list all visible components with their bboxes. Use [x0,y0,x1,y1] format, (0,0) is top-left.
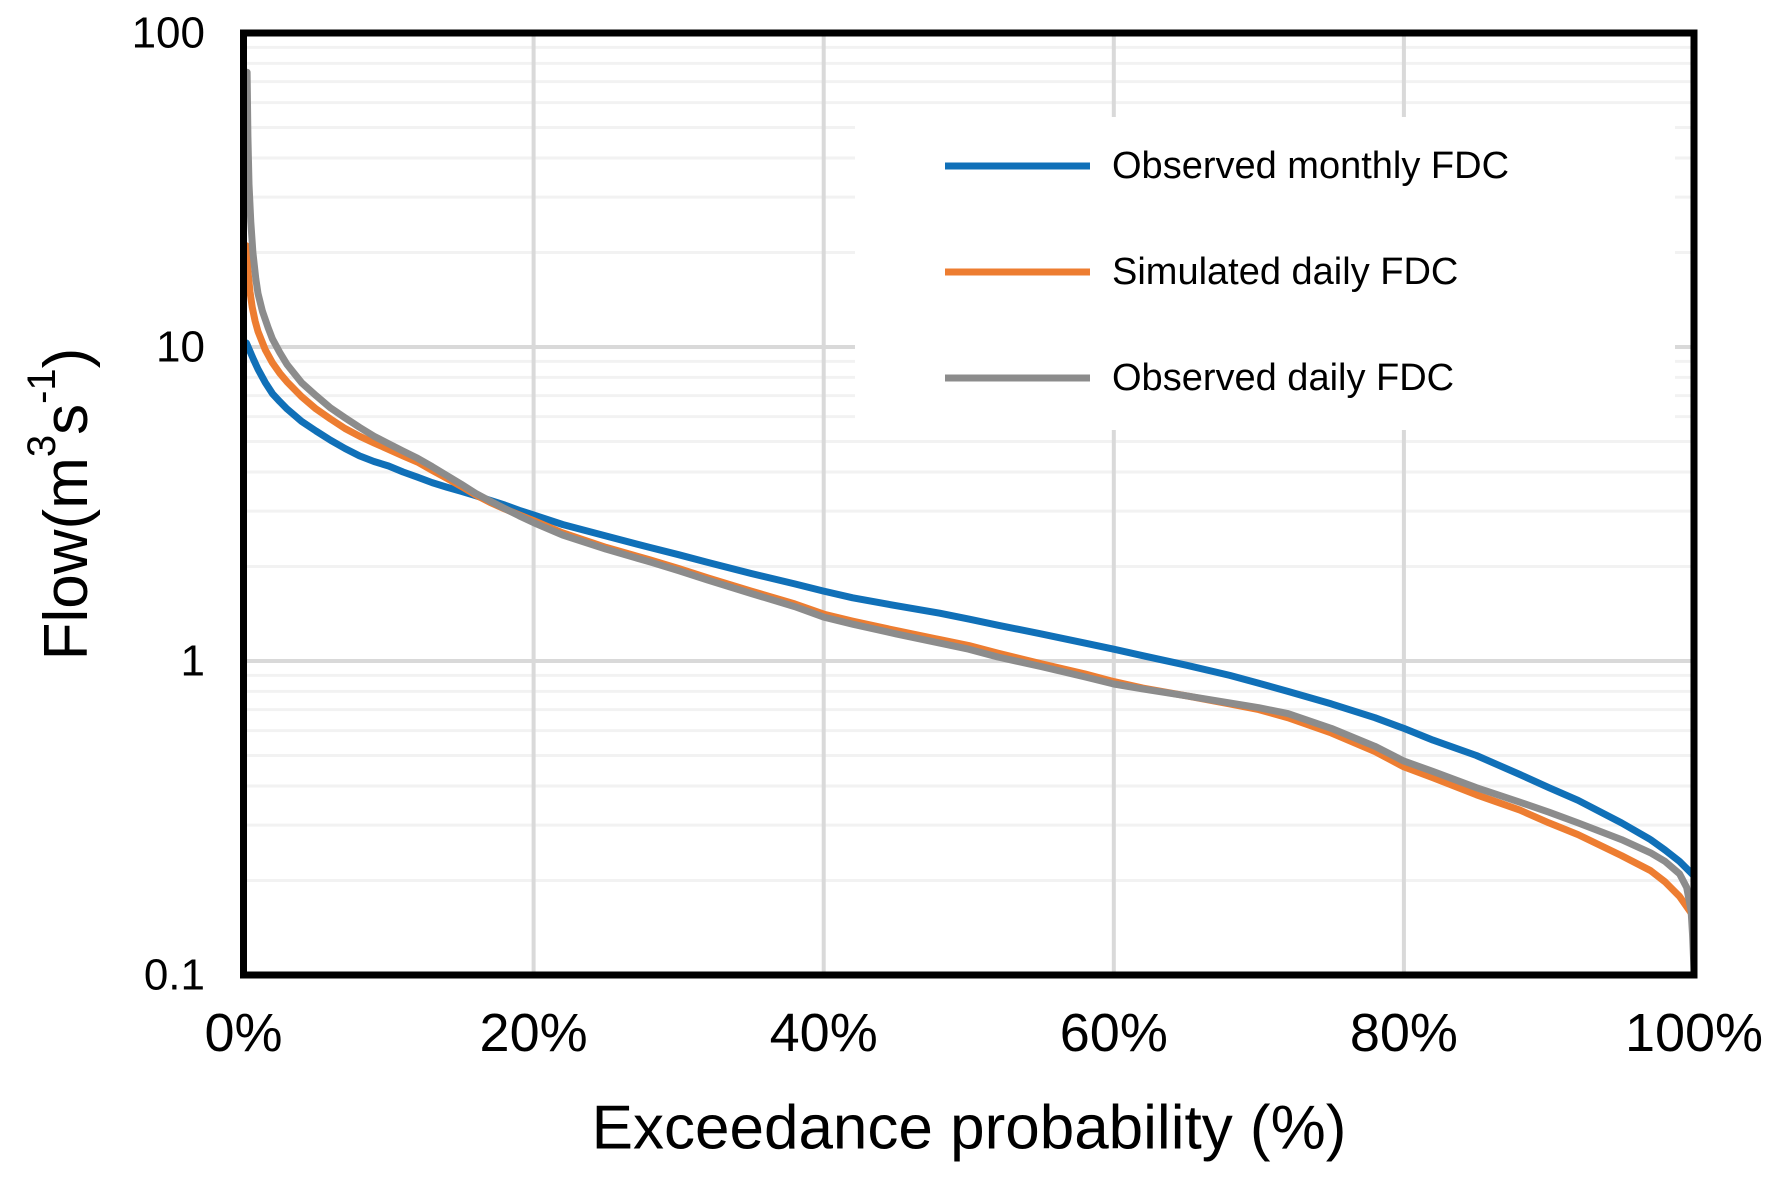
legend-label-simulated-daily-fdc: Simulated daily FDC [1112,251,1458,293]
y-axis-tick-labels: 100 10 1 0.1 [132,9,205,1000]
y-axis-title: Flow(m3s-1) [20,348,101,661]
y-tick-label: 1 [181,637,205,686]
y-tick-label: 0.1 [144,951,205,1000]
y-axis-title-text: Flow(m [32,457,101,660]
x-tick-label: 80% [1350,1003,1458,1063]
x-tick-label: 0% [204,1003,282,1063]
legend-item-simulated-daily-fdc: Simulated daily FDC [945,251,1458,293]
y-axis-title-text: s [32,404,101,435]
plot-frame [240,29,1698,979]
legend-label-observed-monthly-fdc: Observed monthly FDC [1112,145,1509,187]
x-tick-label: 20% [480,1003,588,1063]
x-tick-label: 100% [1625,1003,1763,1063]
x-tick-label: 60% [1060,1003,1168,1063]
legend-label-observed-daily-fdc: Observed daily FDC [1112,357,1454,399]
legend: Observed monthly FDC Simulated daily FDC O… [855,117,1675,430]
y-axis-title-text: ) [32,348,101,369]
legend-item-observed-daily-fdc: Observed daily FDC [945,357,1454,399]
x-tick-label: 40% [770,1003,878,1063]
series-curves [246,68,1691,972]
series-line-observed-daily-fdc [246,68,1691,972]
x-axis-tick-labels: 0% 20% 40% 60% 80% 100% [204,1003,1763,1063]
y-tick-label: 100 [132,9,205,58]
y-tick-label: 10 [156,323,205,372]
x-axis-title: Exceedance probability (%) [592,1094,1347,1163]
y-axis-title-superscript: 3 [20,435,64,457]
legend-item-observed-monthly-fdc: Observed monthly FDC [945,145,1509,187]
y-axis-title-superscript: -1 [20,368,64,404]
series-line-observed-monthly-fdc [246,339,1691,878]
